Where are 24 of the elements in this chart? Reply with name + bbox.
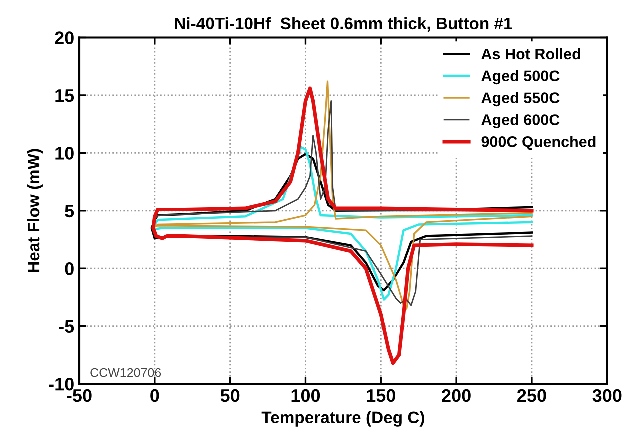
legend-label: 900C Quenched: [482, 136, 596, 150]
x-tick-label: 200: [442, 389, 471, 402]
legend-label: Aged 550C: [482, 92, 560, 107]
legend-label: Aged 600C: [482, 114, 560, 129]
y-tick-label: -10: [49, 378, 74, 391]
chart-title: Ni-40Ti-10Hf Sheet 0.6mm thick, Button #1: [175, 17, 512, 32]
x-tick-label: 100: [292, 389, 320, 402]
x-tick-label: 0: [150, 389, 160, 402]
y-tick-label: 0: [65, 262, 74, 276]
y-tick-label: 15: [56, 90, 74, 102]
x-tick-label: 300: [592, 389, 622, 402]
x-tick-label: -50: [67, 389, 92, 402]
legend-label: As Hot Rolled: [482, 48, 580, 60]
annotation: CCW120706: [90, 368, 162, 378]
x-axis-title: Temperature (Deg C): [262, 411, 424, 427]
y-tick-label: -5: [59, 320, 74, 334]
y-tick-label: 20: [55, 32, 74, 44]
y-axis-title: Heat Flow (mW): [27, 149, 43, 272]
x-tick-label: 150: [367, 389, 396, 402]
y-tick-label: 5: [65, 205, 74, 218]
x-tick-label: 250: [518, 389, 546, 402]
x-tick-label: 50: [220, 389, 240, 402]
y-tick-label: 10: [56, 147, 74, 160]
legend-label: Aged 500C: [482, 70, 560, 85]
